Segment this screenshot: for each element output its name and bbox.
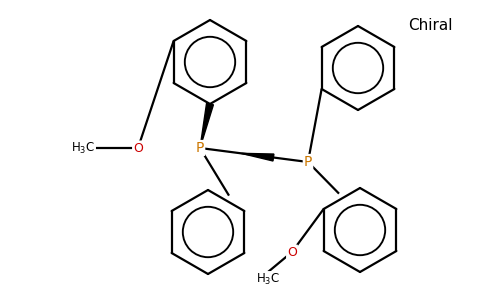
Text: Chiral: Chiral	[408, 18, 452, 33]
Text: H$_3$C: H$_3$C	[71, 140, 95, 155]
Text: O: O	[133, 142, 143, 154]
Text: H: H	[86, 142, 95, 154]
Text: H$_3$C: H$_3$C	[256, 272, 280, 287]
Text: O: O	[287, 245, 297, 259]
Polygon shape	[241, 153, 274, 161]
Text: P: P	[304, 155, 312, 169]
Text: P: P	[196, 141, 204, 155]
Polygon shape	[200, 103, 213, 148]
